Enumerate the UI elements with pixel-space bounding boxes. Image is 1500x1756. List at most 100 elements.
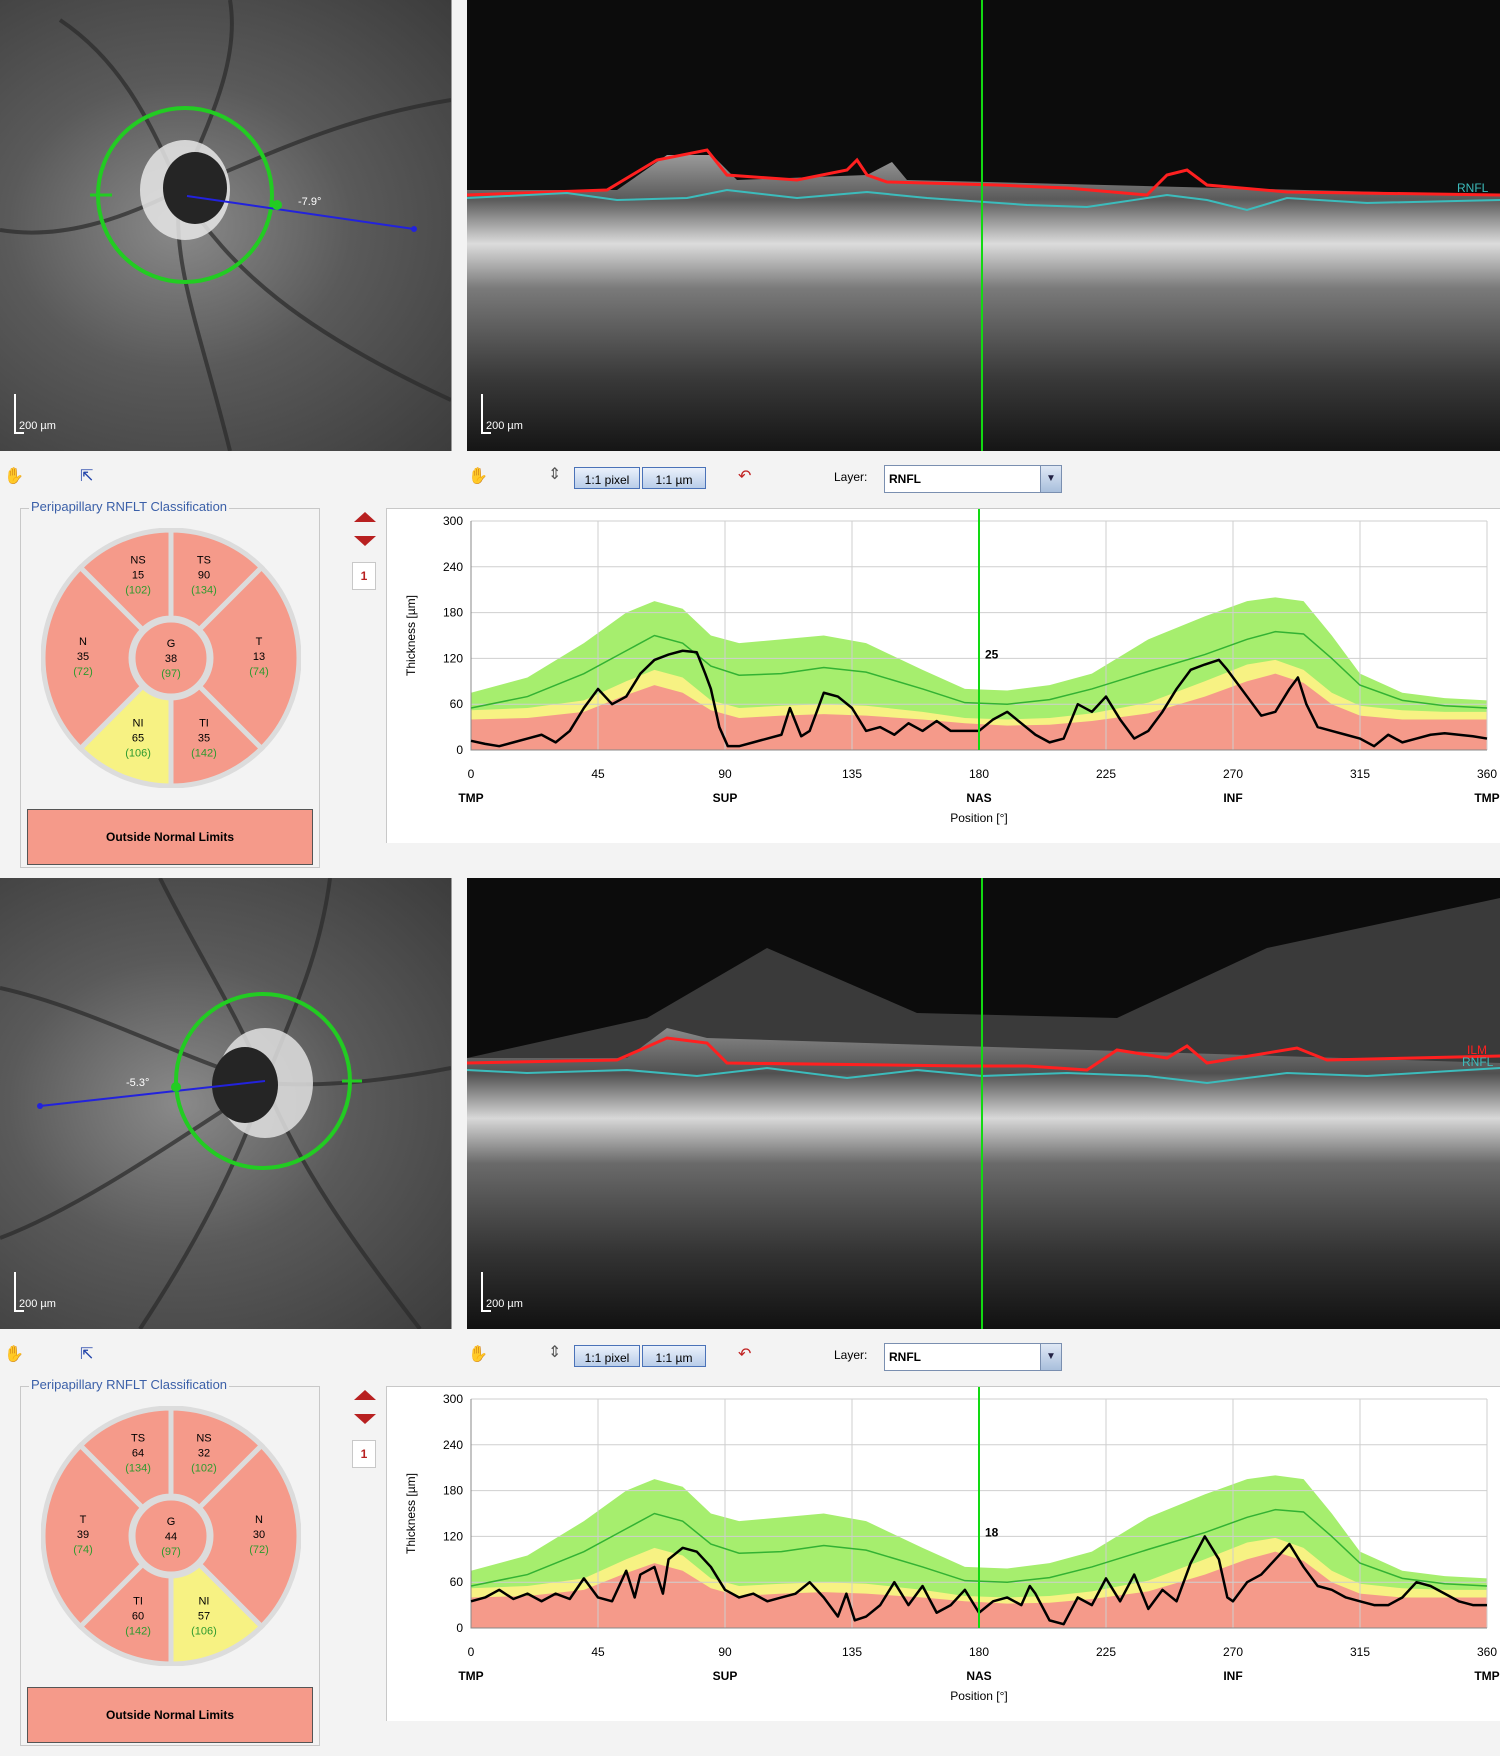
cursor-value: 25 <box>985 647 999 661</box>
sector-g <box>130 1495 212 1577</box>
sector-ns-value: 32 <box>198 1447 210 1459</box>
eye-section-1: -7.9° 200 µm RNFL 20 <box>0 0 1500 868</box>
chevron-down-icon[interactable]: ▼ <box>1040 1344 1061 1370</box>
x-tick-label: 360 <box>1477 1645 1497 1659</box>
x-tick-label: 270 <box>1223 767 1243 781</box>
sector-ti-normal: (142) <box>191 748 217 760</box>
x-tick-label: 45 <box>591 767 605 781</box>
angle-label: -7.9° <box>298 196 321 208</box>
one-to-one-um-button[interactable]: 1:1 µm <box>642 1345 706 1367</box>
segmentation-edit-icon[interactable]: ↶ <box>738 468 752 485</box>
sector-ni-name: NI <box>133 718 144 730</box>
y-tick-label: 240 <box>443 1438 463 1452</box>
y-tick-label: 240 <box>443 560 463 574</box>
region-label-inf: INF <box>1223 791 1242 805</box>
x-tick-label: 135 <box>842 767 862 781</box>
one-to-one-pixel-button[interactable]: 1:1 pixel <box>574 467 640 489</box>
region-label-sup: SUP <box>713 791 738 805</box>
page-number[interactable]: 1 <box>352 1440 376 1468</box>
oct-bscan[interactable]: ILM RNFL 200 µm <box>467 878 1500 1329</box>
region-label-sup: SUP <box>713 1669 738 1683</box>
sector-t-name: T <box>80 1514 87 1526</box>
sector-ti-normal: (142) <box>125 1626 151 1638</box>
oct-bscan-image: ILM RNFL <box>467 878 1500 1329</box>
fundus-scale-bar: 200 µm <box>14 1270 74 1312</box>
sector-ts-name: TS <box>197 554 211 566</box>
fundus-image[interactable]: -5.3° 200 µm <box>0 878 452 1329</box>
eye-section-2: -5.3° 200 µm ILM RNFL <box>0 878 1500 1756</box>
pan-hand-icon[interactable]: ✋ <box>4 468 24 485</box>
arrow-up-icon[interactable] <box>354 512 376 522</box>
one-to-one-um-button[interactable]: 1:1 µm <box>642 467 706 489</box>
classification-panel: Peripapillary RNFLT Classification NS 32 (… <box>20 1377 320 1746</box>
toolbar: ✋ ⇱ ✋ ⇕ 1:1 pixel 1:1 µm ↶ Layer: RNFL ▼ <box>0 460 1500 494</box>
sector-ni-normal: (106) <box>125 748 151 760</box>
pan-hand-icon[interactable]: ✋ <box>4 1346 24 1363</box>
region-label-inf: INF <box>1223 1669 1242 1683</box>
rnfl-thickness-line <box>470 1535 1487 1626</box>
sector-g-value: 38 <box>165 653 177 665</box>
chart-axes <box>470 521 1487 751</box>
sector-ni-value: 65 <box>132 733 144 745</box>
segmentation-edit-icon[interactable]: ↶ <box>738 1346 752 1363</box>
sector-ns-normal: (102) <box>191 1462 217 1474</box>
layer-label: Layer: <box>834 1348 868 1362</box>
arrow-down-icon[interactable] <box>354 1414 376 1424</box>
thickness-chart[interactable]: 25 300 240 180 120 60 0 0 45 90 135 180 225 270 315 360… <box>386 508 1500 843</box>
oct-bscan-image: RNFL <box>467 0 1500 451</box>
sector-g-name: G <box>167 1516 176 1528</box>
arrow-up-icon[interactable] <box>354 1390 376 1400</box>
thickness-chart[interactable]: 18 300 240 180 120 60 0 0 45 90 135 180 225 270 315 360… <box>386 1386 1500 1721</box>
oct-scale-bar: 200 µm <box>481 1270 541 1312</box>
vertical-fit-icon[interactable]: ⇕ <box>548 466 562 483</box>
x-tick-label: 360 <box>1477 767 1497 781</box>
thickness-chart-svg: 25 300 240 180 120 60 00 45 90 135 180 225 270 315 360… <box>404 509 1500 825</box>
pan-hand-icon[interactable]: ✋ <box>468 1346 488 1363</box>
x-tick-label: 315 <box>1350 767 1370 781</box>
classification-panel: Peripapillary RNFLT Classification TS 90 (… <box>20 499 320 868</box>
sector-ts-normal: (134) <box>125 1462 151 1474</box>
chevron-down-icon[interactable]: ▼ <box>1040 466 1061 492</box>
thickness-chart-svg: 18 300 240 180 120 60 00 45 90 135 180 225 270 315 360… <box>404 1387 1500 1703</box>
classification-title: Peripapillary RNFLT Classification <box>29 1377 230 1392</box>
y-tick-label: 300 <box>443 1392 463 1406</box>
page-number[interactable]: 1 <box>352 562 376 590</box>
oct-layer-tag-rnfl: RNFL <box>1462 1055 1494 1069</box>
x-tick-label: 135 <box>842 1645 862 1659</box>
y-tick-label: 0 <box>456 1621 463 1635</box>
arrow-down-icon[interactable] <box>354 536 376 546</box>
sector-g-name: G <box>167 638 176 650</box>
sector-ns-value: 15 <box>132 569 144 581</box>
layer-select[interactable]: RNFL ▼ <box>884 465 1062 493</box>
y-tick-label: 300 <box>443 514 463 528</box>
layer-select[interactable]: RNFL ▼ <box>884 1343 1062 1371</box>
sector-ts-value: 64 <box>132 1447 144 1459</box>
ilm-line <box>467 1036 1500 1072</box>
classification-status: Outside Normal Limits <box>27 1687 313 1743</box>
layer-select-value: RNFL <box>889 472 921 486</box>
normative-mean-line <box>470 630 1488 709</box>
rnfl-thickness-line <box>470 649 1488 748</box>
x-axis-label: Position [°] <box>950 811 1008 825</box>
sector-g <box>130 617 212 699</box>
y-tick-label: 60 <box>450 697 464 711</box>
angle-cursor-icon[interactable]: ⇱ <box>80 1346 94 1363</box>
fundus-image[interactable]: -7.9° 200 µm <box>0 0 452 451</box>
sector-t-value: 13 <box>253 651 265 663</box>
sector-g-normal: (97) <box>161 668 181 680</box>
classification-status: Outside Normal Limits <box>27 809 313 865</box>
y-tick-label: 180 <box>443 1484 463 1498</box>
y-tick-label: 180 <box>443 606 463 620</box>
region-label-tmp: TMP <box>458 1669 483 1683</box>
sector-ts-normal: (134) <box>191 584 217 596</box>
one-to-one-pixel-button[interactable]: 1:1 pixel <box>574 1345 640 1367</box>
toolbar: ✋ ⇱ ✋ ⇕ 1:1 pixel 1:1 µm ↶ Layer: RNFL ▼ <box>0 1338 1500 1372</box>
pan-hand-icon[interactable]: ✋ <box>468 468 488 485</box>
x-tick-label: 180 <box>969 1645 989 1659</box>
rnfl-line <box>467 1066 1500 1085</box>
vertical-fit-icon[interactable]: ⇕ <box>548 1344 562 1361</box>
angle-cursor-icon[interactable]: ⇱ <box>80 468 94 485</box>
oct-bscan[interactable]: RNFL 200 µm <box>467 0 1500 451</box>
sector-n-value: 35 <box>77 651 89 663</box>
angle-label: -5.3° <box>126 1077 149 1089</box>
